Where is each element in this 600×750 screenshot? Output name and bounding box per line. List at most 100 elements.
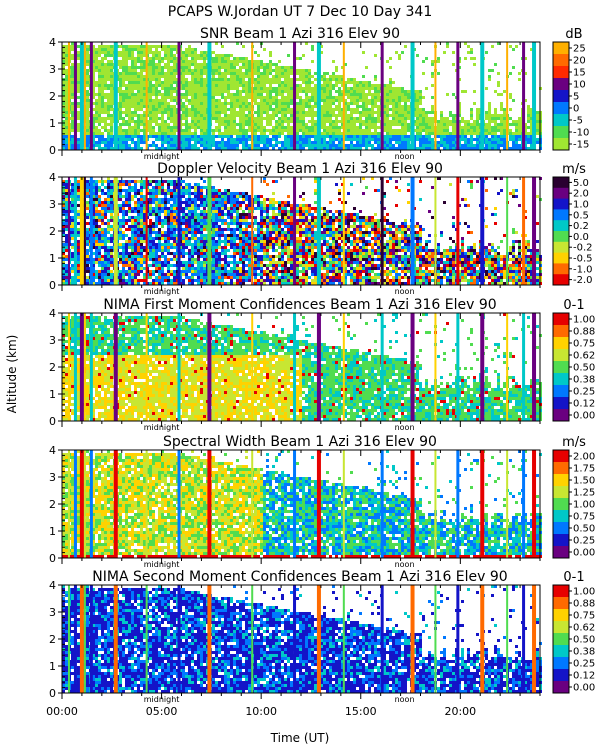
colorbar-swatch	[553, 188, 569, 199]
colorbar: 5.02.01.00.50.20.0-0.2-0.5-1.0-2.0	[553, 177, 593, 286]
data-column	[146, 585, 148, 693]
data-column	[84, 450, 86, 558]
data-column	[207, 177, 211, 285]
colorbar-swatch	[553, 126, 569, 139]
colorbar-swatch	[553, 66, 569, 79]
y-tick-label: 1	[49, 252, 56, 265]
data-column	[207, 585, 211, 693]
colorbar-swatch	[553, 546, 569, 559]
colorbar-label: -10	[573, 128, 589, 139]
y-tick-label: 0	[49, 415, 56, 428]
colorbar-label: 1.00	[573, 500, 595, 511]
data-column	[317, 313, 321, 421]
midnight-marker: midnight	[144, 560, 180, 569]
figure-title: PCAPS W.Jordan UT 7 Dec 10 Day 341	[168, 4, 432, 20]
midnight-marker: midnight	[144, 287, 180, 296]
data-column	[84, 585, 86, 693]
data-column	[381, 313, 384, 421]
colorbar-label: -2.0	[573, 275, 593, 286]
colorbar-label: 10	[573, 80, 586, 91]
colorbar-swatch	[553, 231, 569, 242]
colorbar-swatch	[553, 609, 569, 622]
data-column	[251, 42, 253, 150]
data-column	[178, 585, 181, 693]
colorbar-label: 0.25	[573, 536, 595, 547]
data-column	[480, 177, 484, 285]
data-column	[114, 177, 118, 285]
colorbar-swatch	[553, 242, 569, 253]
colorbar-label: 1.75	[573, 464, 595, 475]
data-column	[506, 177, 508, 285]
colorbar-swatch	[553, 397, 569, 410]
y-tick-label: 0	[49, 687, 56, 700]
data-column	[411, 177, 415, 285]
data-column	[411, 313, 415, 421]
x-tick-label: 20:00	[444, 705, 476, 718]
colorbar-swatch	[553, 313, 569, 326]
data-column	[80, 42, 84, 150]
colorbar-swatch	[553, 522, 569, 535]
data-column	[317, 177, 321, 285]
data-column	[317, 42, 321, 150]
colorbar-swatch	[553, 220, 569, 231]
colorbar-swatch	[553, 90, 569, 103]
colorbar-label: 0.75	[573, 611, 595, 622]
data-column	[343, 177, 345, 285]
data-column	[522, 42, 525, 150]
x-axis-label: Time (UT)	[270, 731, 330, 745]
colorbar-swatch	[553, 681, 569, 694]
colorbar-swatch	[553, 450, 569, 463]
colorbar-swatch	[553, 177, 569, 188]
panel-1: SNR Beam 1 Azi 316 Elev 90 dB01234midnigh…	[49, 26, 589, 161]
colorbar-swatch	[553, 337, 569, 350]
data-column	[74, 313, 77, 421]
data-column	[532, 177, 536, 285]
data-column	[532, 313, 536, 421]
colorbar-unit: m/s	[562, 435, 586, 450]
colorbar-unit: 0-1	[563, 570, 584, 585]
y-tick-label: 3	[49, 334, 56, 347]
panels: SNR Beam 1 Azi 316 Elev 90 dB01234midnigh…	[46, 26, 595, 718]
data-column	[84, 313, 86, 421]
panel-title: NIMA Second Moment Confidences Beam 1 Az…	[92, 569, 507, 585]
data-column	[456, 313, 459, 421]
y-tick-label: 2	[49, 225, 56, 238]
data-column	[522, 313, 525, 421]
colorbar-swatch	[553, 78, 569, 91]
data-column	[80, 313, 84, 421]
colorbar-label: 0	[573, 104, 579, 115]
data-column	[68, 450, 70, 558]
colorbar-label: 0.62	[573, 623, 595, 634]
colorbar-label: 2.00	[573, 452, 595, 463]
colorbar-label: 0.75	[573, 339, 595, 350]
data-column	[381, 177, 384, 285]
y-tick-label: 1	[49, 525, 56, 538]
panel-title: Doppler Velocity Beam 1 Azi 316 Elev 90	[157, 161, 443, 177]
colorbar-swatch	[553, 361, 569, 374]
panel-4: Spectral Width Beam 1 Azi 316 Elev 90 m/s…	[49, 434, 595, 569]
colorbar-swatch	[553, 274, 569, 285]
data-column	[532, 585, 536, 693]
colorbar-unit: 0-1	[563, 298, 584, 313]
midnight-marker: midnight	[144, 423, 180, 432]
panel-title: Spectral Width Beam 1 Azi 316 Elev 90	[163, 434, 437, 450]
data-column	[178, 177, 181, 285]
y-tick-label: 4	[49, 171, 56, 184]
y-tick-label: 4	[49, 36, 56, 49]
y-tick-label: 1	[49, 660, 56, 673]
colorbar: 2.001.751.501.251.000.750.500.250.00	[553, 450, 595, 559]
panel-3: NIMA First Moment Confidences Beam 1 Azi…	[49, 297, 595, 432]
colorbar-swatch	[553, 645, 569, 658]
data-column	[532, 450, 536, 558]
data-column	[522, 450, 525, 558]
x-tick-label: 05:00	[146, 705, 178, 718]
panel-2: Doppler Velocity Beam 1 Azi 316 Elev 90 m…	[49, 161, 593, 296]
data-column	[293, 585, 296, 693]
colorbar-label: 2.0	[573, 189, 589, 200]
data-column	[293, 177, 296, 285]
data-column	[68, 313, 70, 421]
data-column	[506, 585, 508, 693]
colorbar: 1.000.880.750.620.500.380.250.120.00	[553, 313, 595, 422]
colorbar-label: 0.88	[573, 327, 595, 338]
data-column	[251, 313, 253, 421]
